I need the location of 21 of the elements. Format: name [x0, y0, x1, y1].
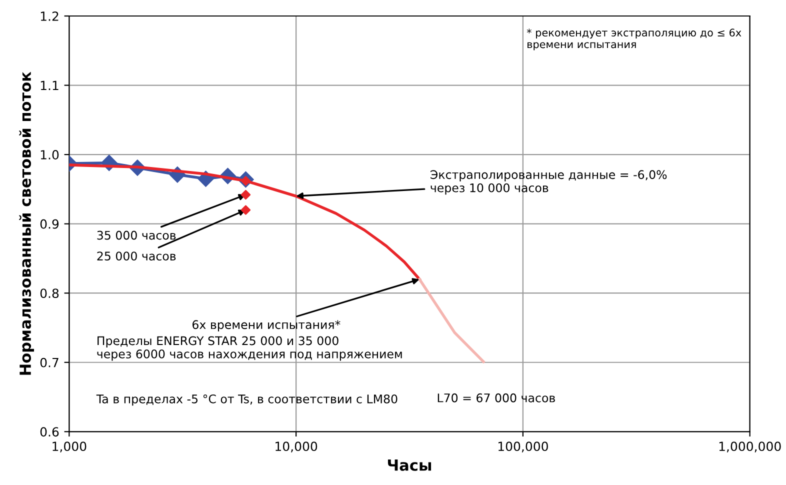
annotation: Ta в пределах -5 °C от Ts, в соответствии с LM80	[96, 394, 398, 406]
annotation: Экстраполированные данные = -6,0% через 10 000 часов	[430, 170, 667, 195]
annotation: 6x времени испытания*	[192, 320, 340, 332]
x-tick-label: 10,000	[276, 442, 318, 452]
annotation: L70 = 67 000 часов	[438, 393, 555, 402]
y-tick-label: 0.6	[40, 427, 59, 437]
y-tick-label: 1.2	[40, 11, 58, 21]
annotation: Пределы ENERGY STAR 25 000 и 35 000 через 6000 часов нахождения под напряжением	[97, 336, 402, 361]
x-tick-label: 100,000	[498, 442, 548, 452]
y-tick-label: 1.0	[40, 150, 59, 160]
x-axis-title: Часы	[388, 459, 432, 471]
y-tick-label: 0.7	[40, 358, 58, 368]
y-tick-label: 1.1	[40, 80, 58, 90]
annotation: 25 000 часов	[97, 252, 176, 261]
annotation: 35 000 часов	[97, 230, 176, 240]
y-tick-label: 0.8	[40, 288, 59, 298]
x-tick-label: 1,000	[52, 442, 86, 452]
y-axis-title: Нормализованный световой поток	[19, 72, 34, 375]
y-tick-label: 0.9	[40, 219, 59, 229]
annotation: * рекомендует экстраполяцию до ≤ 6x времени испытания	[526, 28, 742, 50]
x-tick-label: 1,000,000	[719, 442, 781, 452]
